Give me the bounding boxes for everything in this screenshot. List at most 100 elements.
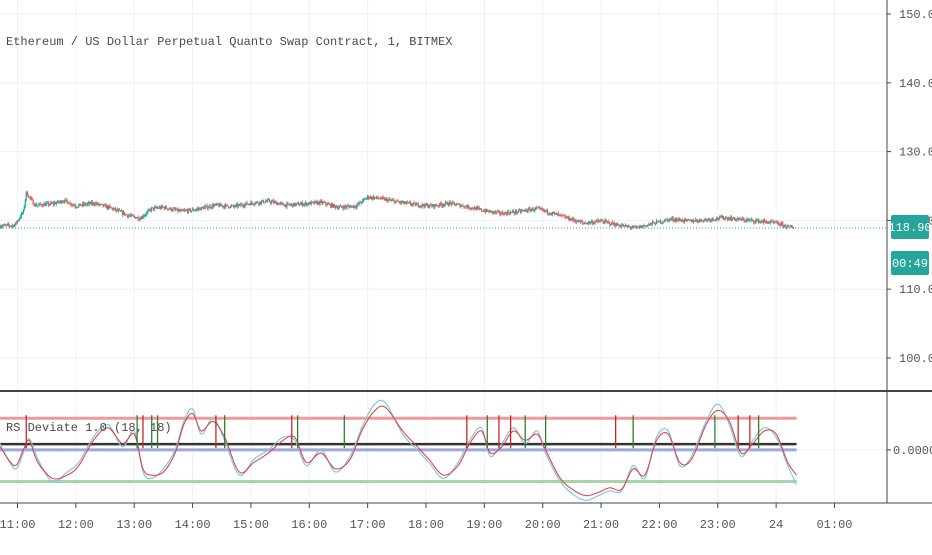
candle xyxy=(700,218,702,223)
candle-body xyxy=(348,205,350,207)
candle-body xyxy=(468,205,470,209)
candle xyxy=(145,212,147,218)
candle-body xyxy=(142,216,144,218)
candle-body xyxy=(446,202,448,205)
candle-body xyxy=(112,208,114,210)
candle xyxy=(643,223,645,229)
candle xyxy=(652,221,655,223)
candle-body xyxy=(444,202,447,205)
candle xyxy=(734,218,736,222)
candle-body xyxy=(661,221,663,223)
candle-body xyxy=(54,202,57,205)
candle xyxy=(648,222,650,226)
candle-body xyxy=(117,209,119,211)
candle-body xyxy=(640,225,642,228)
candle-body xyxy=(265,201,268,203)
candle xyxy=(475,205,478,211)
candle-body xyxy=(66,199,68,202)
time-tick-label: 21:00 xyxy=(583,518,619,532)
candle xyxy=(266,198,269,204)
candle xyxy=(141,215,143,220)
candle-body xyxy=(735,218,737,221)
candle-body xyxy=(599,220,601,222)
candle xyxy=(468,204,470,209)
candle-body xyxy=(339,205,342,207)
candle xyxy=(315,199,317,204)
candle xyxy=(349,204,351,209)
candle-body xyxy=(21,212,23,214)
candle xyxy=(178,208,180,213)
candle-body xyxy=(311,201,313,203)
candle xyxy=(473,207,475,211)
candle xyxy=(36,203,38,207)
candle-body xyxy=(24,199,26,207)
candle xyxy=(240,202,242,206)
candle xyxy=(660,222,662,224)
candle xyxy=(359,201,361,207)
candle-body xyxy=(545,209,548,212)
candle-body xyxy=(160,206,163,209)
candle xyxy=(773,220,775,225)
candle-body xyxy=(76,207,78,208)
time-axis[interactable]: 11:00 12:00 13:00 14:00 15:00 16:00 17:00 18:00… xyxy=(0,503,852,532)
candle-body xyxy=(730,217,732,221)
candle xyxy=(748,218,750,222)
candle-body xyxy=(751,219,753,221)
candle xyxy=(132,213,134,217)
candle-body xyxy=(83,203,85,205)
candle xyxy=(284,203,286,207)
candle-body xyxy=(764,220,767,222)
candle xyxy=(736,216,738,221)
candle-body xyxy=(234,205,236,207)
candle-body xyxy=(248,204,250,205)
candle-body xyxy=(266,199,269,202)
candle xyxy=(200,206,202,211)
candle xyxy=(174,206,176,212)
candle-body xyxy=(395,201,397,204)
candle-body xyxy=(104,204,106,206)
candle-body xyxy=(8,224,10,226)
candle-body xyxy=(328,203,330,205)
candle-body xyxy=(607,221,609,223)
price-badge-background xyxy=(891,215,929,239)
candle-body xyxy=(433,204,435,208)
candle xyxy=(464,205,466,209)
candle xyxy=(346,204,348,210)
candle-body xyxy=(284,204,286,207)
candle xyxy=(7,222,9,227)
candle-body xyxy=(679,218,681,221)
candle xyxy=(74,203,76,209)
candle xyxy=(645,225,647,227)
candle xyxy=(785,223,787,229)
candle xyxy=(531,207,533,212)
time-tick-label: 14:00 xyxy=(175,518,211,532)
candle-body xyxy=(773,222,775,223)
candle-body xyxy=(427,204,429,208)
candle-body xyxy=(351,205,353,207)
candle xyxy=(95,201,97,206)
candle-body xyxy=(13,225,15,227)
candle-body xyxy=(665,219,667,221)
candle xyxy=(257,200,259,204)
candle-body xyxy=(192,209,195,211)
candle-body xyxy=(138,219,140,221)
candle xyxy=(53,200,56,207)
candle-body xyxy=(223,206,225,207)
candle xyxy=(187,208,189,214)
candle xyxy=(278,203,280,205)
indicator-label[interactable]: RS Deviate 1.0 (18, 18) xyxy=(6,421,172,435)
candle-body xyxy=(394,200,396,204)
candle xyxy=(172,206,174,212)
candle-body xyxy=(653,222,656,225)
candle-body xyxy=(522,210,524,212)
candle-body xyxy=(784,225,786,226)
price-badge: 118.90 xyxy=(888,215,932,239)
candle-body xyxy=(188,208,190,213)
candle xyxy=(48,200,50,208)
candle xyxy=(197,206,200,212)
candle xyxy=(165,205,167,209)
candle-body xyxy=(488,210,490,213)
candle xyxy=(117,207,119,212)
candle-body xyxy=(612,222,614,225)
